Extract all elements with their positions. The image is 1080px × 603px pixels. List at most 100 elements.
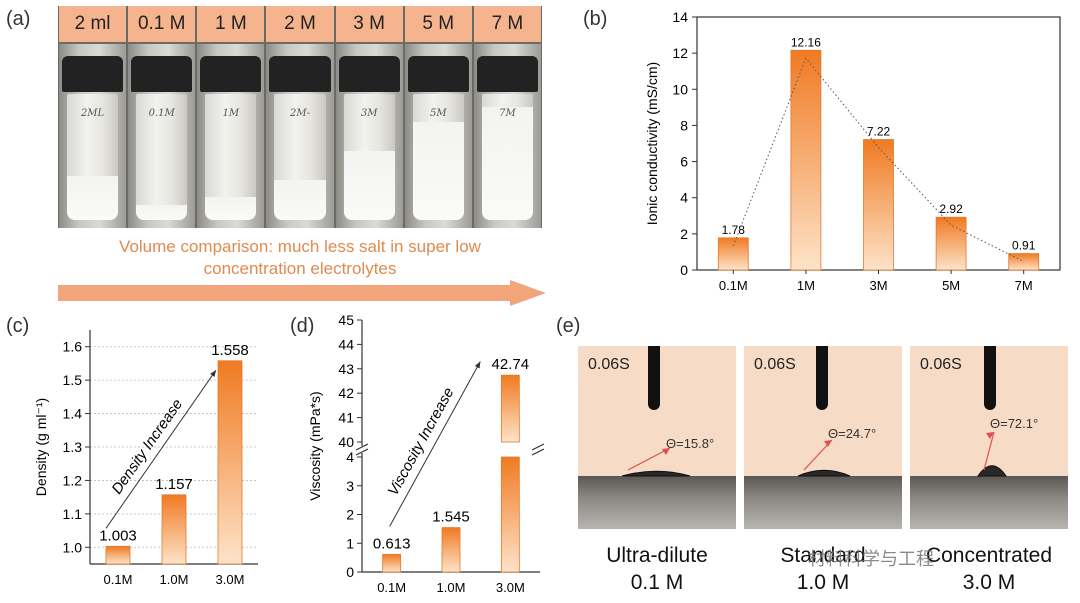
y-tick-label: 1.0 xyxy=(63,539,83,555)
vial-photo: 2 ml 2ML 0.1 M 0.1M 1 M 1M 2 M 2M- 3 M 3M 5 M 5M 7 M… xyxy=(58,6,542,228)
substrate xyxy=(578,476,736,529)
condition-concentration: 0.1 M xyxy=(630,571,684,594)
data-label: 7.22 xyxy=(867,125,891,139)
bar xyxy=(217,360,243,565)
data-label: 1.558 xyxy=(211,342,249,359)
y-tick-label: 2 xyxy=(346,507,354,523)
droplet-overlay xyxy=(977,431,1007,477)
data-label: 42.74 xyxy=(492,356,530,373)
trend-arrow-line xyxy=(105,369,217,529)
y-tick-label: 41 xyxy=(338,410,354,426)
vial-salt xyxy=(343,150,395,220)
x-tick-label: 5M xyxy=(942,278,960,293)
timestamp: 0.06S xyxy=(588,356,630,373)
axis-break-icon xyxy=(355,443,369,451)
trend-line xyxy=(732,57,1024,263)
y-tick-label: 42 xyxy=(338,385,354,401)
data-label: 12.16 xyxy=(791,35,821,49)
vial-handwritten-tag: 1M xyxy=(222,108,240,119)
bar-upper-segment xyxy=(500,374,520,443)
condition-label: Standard 1.0 M xyxy=(738,542,908,596)
contact-angle-value: Θ=15.8° xyxy=(666,436,715,451)
angle-arrowhead-icon xyxy=(824,440,832,447)
y-axis-label: Ionic conductivity (mS/cm) xyxy=(644,62,660,225)
vial: 3M xyxy=(335,44,403,228)
x-tick-label: 1.0M xyxy=(437,580,466,595)
x-tick-label: 3.0M xyxy=(216,572,245,587)
vial-cap-icon xyxy=(407,56,469,92)
panel-label-b: (b) xyxy=(583,8,608,30)
angle-arrowhead-icon xyxy=(986,432,994,439)
y-tick-label: 1.4 xyxy=(63,406,83,422)
bar xyxy=(863,139,894,271)
y-axis-label: Viscosity (mPa*s) xyxy=(307,391,323,500)
vial: 7M xyxy=(473,44,541,228)
vial-handwritten-tag: 7M xyxy=(499,108,516,119)
vial-cap-icon xyxy=(269,56,331,92)
droplet-overlay xyxy=(621,447,691,477)
angle-pointer xyxy=(983,431,995,471)
vial-cap-icon xyxy=(62,56,124,92)
vial: 1M xyxy=(197,44,265,228)
axis-break-icon xyxy=(531,443,545,451)
y-tick-label: 0 xyxy=(680,262,688,278)
y-tick-label: 8 xyxy=(680,117,688,133)
bar xyxy=(1008,253,1040,271)
y-tick-label: 1.1 xyxy=(63,506,83,522)
vial: 5M xyxy=(404,44,472,228)
contact-angle-image: 0.06S Θ=72.1° xyxy=(910,346,1068,529)
vial-salt xyxy=(274,179,326,220)
needle-icon xyxy=(648,346,660,410)
panel-label-e: (e) xyxy=(556,315,581,337)
annotation: Viscosity Increase xyxy=(385,385,458,499)
contact-angle-image: 0.06S Θ=24.7° xyxy=(744,346,902,529)
data-label: 1.157 xyxy=(155,476,193,493)
x-tick-label: 3.0M xyxy=(496,580,525,595)
axis-break-icon xyxy=(355,448,369,456)
y-tick-label: 1.6 xyxy=(63,339,83,355)
y-tick-label: 1 xyxy=(346,535,354,551)
data-label: 2.92 xyxy=(939,202,963,216)
bar xyxy=(790,49,822,271)
x-tick-label: 0.1M xyxy=(719,278,748,293)
y-tick-label: 2 xyxy=(680,226,688,242)
y-tick-label: 1.5 xyxy=(63,372,83,388)
vial-header: 1 M xyxy=(197,6,265,42)
y-tick-label: 14 xyxy=(672,9,688,25)
droplet xyxy=(797,469,851,477)
panel-label-c: (c) xyxy=(6,315,30,337)
vial-header: 5 M xyxy=(404,6,472,42)
timestamp: 0.06S xyxy=(920,356,962,373)
x-tick-label: 0.1M xyxy=(377,580,406,595)
angle-arrowhead-icon xyxy=(662,448,670,455)
vial-cap-icon xyxy=(338,56,400,92)
data-label: 1.545 xyxy=(432,509,470,526)
panel-label-d: (d) xyxy=(290,315,315,337)
needle-icon xyxy=(816,346,828,410)
bar xyxy=(441,527,461,573)
condition-name: Ultra-dilute xyxy=(606,544,708,567)
y-tick-label: 45 xyxy=(338,312,354,328)
condition-label: Ultra-dilute 0.1 M xyxy=(572,542,742,596)
timestamp: 0.06S xyxy=(754,356,796,373)
x-tick-label: 1M xyxy=(797,278,815,293)
vial: 2M- xyxy=(266,44,334,228)
watermark: 材料科学与工程 xyxy=(808,549,934,569)
y-tick-label: 3 xyxy=(346,478,354,494)
vial-header: 2 ml xyxy=(59,6,127,42)
contact-angle-value: Θ=24.7° xyxy=(828,426,877,441)
y-tick-label: 10 xyxy=(672,81,688,97)
y-axis-label: Density (g ml⁻¹) xyxy=(33,398,49,496)
needle-icon xyxy=(984,346,996,410)
y-tick-label: 1.3 xyxy=(63,439,83,455)
y-tick-label: 44 xyxy=(338,336,354,352)
volume-caption: Volume comparison: much less salt in sup… xyxy=(58,236,542,280)
y-tick-label: 0 xyxy=(346,564,354,580)
substrate xyxy=(910,476,1068,529)
caption-line-1: Volume comparison: much less salt in sup… xyxy=(119,237,481,256)
chart-density: 1.0 1.1 1.2 1.3 1.4 1.5 1.6 Density (g ml⁻¹) 1.0… xyxy=(33,330,258,587)
y-tick-label: 40 xyxy=(338,434,354,450)
vial: 2ML xyxy=(59,44,127,228)
vial-salt xyxy=(412,121,464,220)
vial-handwritten-tag: 2M- xyxy=(290,108,310,119)
